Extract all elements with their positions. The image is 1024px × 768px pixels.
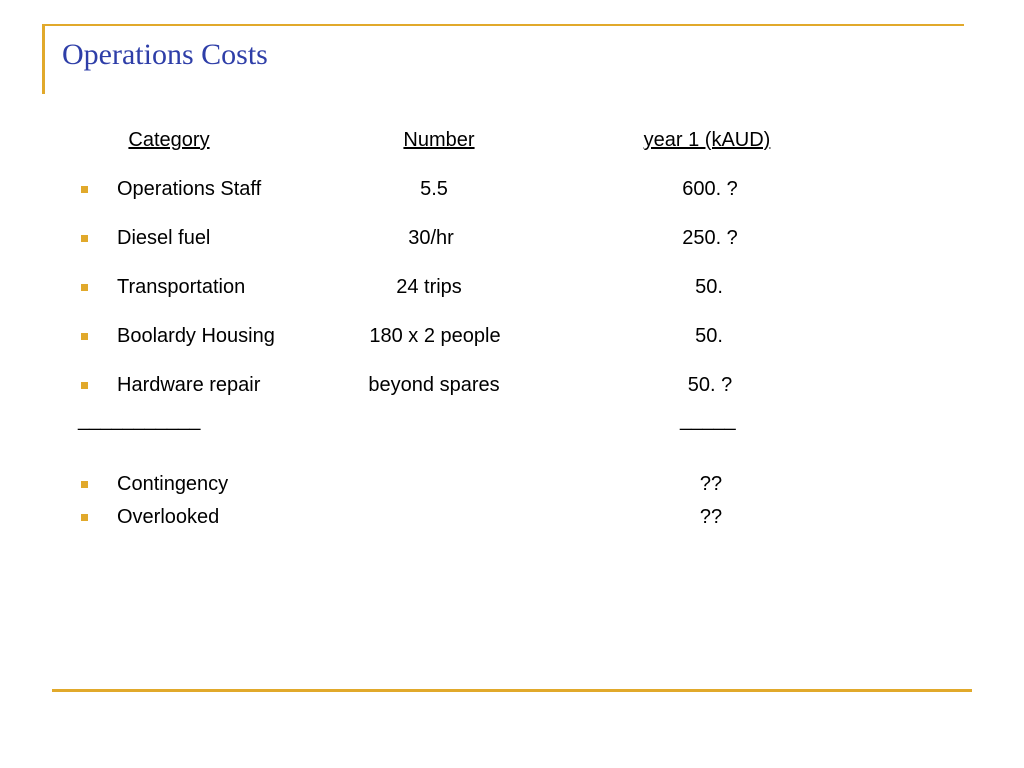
row-number: beyond spares: [368, 374, 500, 396]
top-rule: [42, 24, 964, 26]
row-category: Boolardy Housing: [117, 325, 275, 347]
row-number: 30/hr: [408, 227, 454, 249]
square-bullet-icon: [81, 284, 88, 291]
row-category: Diesel fuel: [117, 227, 211, 249]
header-number: Number: [403, 129, 475, 151]
square-bullet-icon: [81, 481, 88, 488]
extra-year1: ??: [699, 506, 723, 528]
bottom-rule: [52, 689, 972, 692]
row-year1: 50.: [695, 325, 723, 347]
row-number: 5.5: [420, 178, 448, 200]
square-bullet-icon: [81, 382, 88, 389]
header-year1: year 1 (kAUD): [643, 129, 771, 151]
title-accent-bar: [42, 24, 45, 94]
row-year1: 600. ?: [682, 178, 738, 200]
square-bullet-icon: [81, 186, 88, 193]
extra-year1: ??: [699, 473, 723, 495]
extra-category: Contingency: [117, 473, 229, 495]
row-category: Hardware repair: [117, 374, 261, 396]
separator-right: _____: [680, 409, 736, 431]
square-bullet-icon: [81, 235, 88, 242]
extra-category: Overlooked: [117, 506, 220, 528]
row-number: 24 trips: [396, 276, 462, 298]
header-category: Category: [128, 129, 210, 151]
row-number: 180 x 2 people: [369, 325, 501, 347]
row-year1: 250. ?: [682, 227, 738, 249]
row-year1: 50.: [695, 276, 723, 298]
square-bullet-icon: [81, 514, 88, 521]
row-year1: 50. ?: [687, 374, 733, 396]
square-bullet-icon: [81, 333, 88, 340]
separator-left: ___________: [78, 409, 201, 431]
row-category: Transportation: [117, 276, 246, 298]
row-category: Operations Staff: [117, 178, 262, 200]
slide-title: Operations Costs: [62, 38, 268, 71]
